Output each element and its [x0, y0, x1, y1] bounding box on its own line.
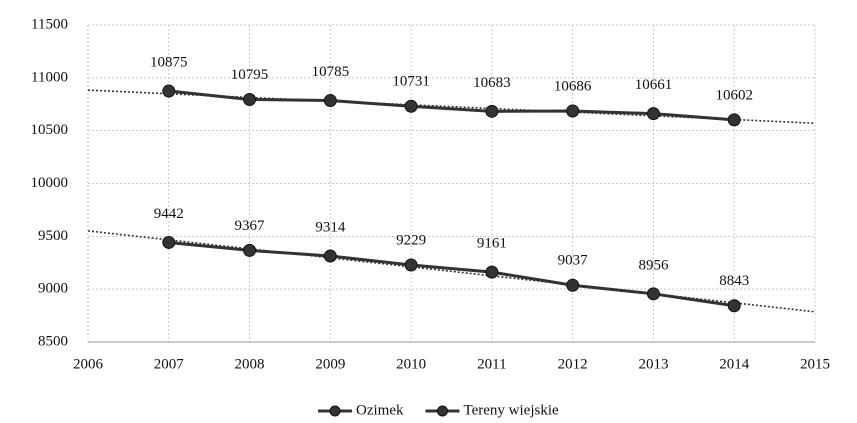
data-label: 10731 [392, 74, 430, 90]
data-label: 10875 [150, 54, 188, 70]
data-point [727, 299, 741, 313]
data-label: 9314 [315, 219, 346, 235]
data-label: 10795 [231, 67, 269, 83]
data-point [243, 243, 257, 257]
data-point [323, 249, 337, 263]
y-tick-label: 9500 [38, 228, 68, 244]
data-point [566, 278, 580, 292]
x-tick-label: 2014 [719, 356, 750, 372]
data-label: 9161 [477, 236, 507, 252]
data-label: 10686 [554, 78, 592, 94]
data-label: 9229 [396, 232, 426, 248]
x-tick-label: 2009 [315, 356, 345, 372]
x-tick-label: 2007 [154, 356, 185, 372]
y-tick-label: 11500 [31, 16, 68, 32]
x-tick-label: 2006 [73, 356, 104, 372]
data-point [404, 258, 418, 272]
legend-label: Tereny wiejskie [463, 402, 559, 418]
y-tick-label: 11000 [31, 69, 68, 85]
legend-label: Ozimek [356, 402, 404, 418]
data-point [162, 84, 176, 98]
data-point [323, 94, 337, 108]
data-label: 8843 [719, 273, 749, 289]
data-label: 8956 [638, 257, 669, 273]
data-point [485, 265, 499, 279]
y-tick-label: 10500 [31, 122, 69, 138]
data-point [646, 287, 660, 301]
data-label: 10661 [635, 77, 673, 93]
data-label: 10785 [312, 64, 350, 80]
y-tick-label: 9000 [38, 281, 68, 297]
y-tick-label: 8500 [38, 333, 68, 349]
legend-marker [436, 405, 448, 417]
data-point [727, 113, 741, 127]
data-point [162, 235, 176, 249]
data-point [485, 104, 499, 118]
data-label: 9442 [154, 206, 184, 222]
data-point [404, 99, 418, 113]
trend-line [87, 230, 816, 313]
y-tick-label: 10000 [31, 175, 69, 191]
data-label: 10602 [715, 87, 753, 103]
data-label: 9037 [558, 253, 589, 269]
data-point [243, 92, 257, 106]
x-tick-label: 2015 [800, 356, 830, 372]
data-label: 10683 [473, 75, 511, 91]
series-line [168, 240, 735, 308]
x-tick-label: 2012 [558, 356, 588, 372]
data-label: 9367 [235, 218, 266, 234]
x-tick-label: 2011 [477, 356, 506, 372]
x-tick-label: 2008 [235, 356, 265, 372]
data-point [646, 107, 660, 121]
legend-marker [329, 405, 341, 417]
x-tick-label: 2010 [396, 356, 426, 372]
data-point [566, 104, 580, 118]
series-line [168, 89, 735, 122]
x-tick-label: 2013 [638, 356, 668, 372]
